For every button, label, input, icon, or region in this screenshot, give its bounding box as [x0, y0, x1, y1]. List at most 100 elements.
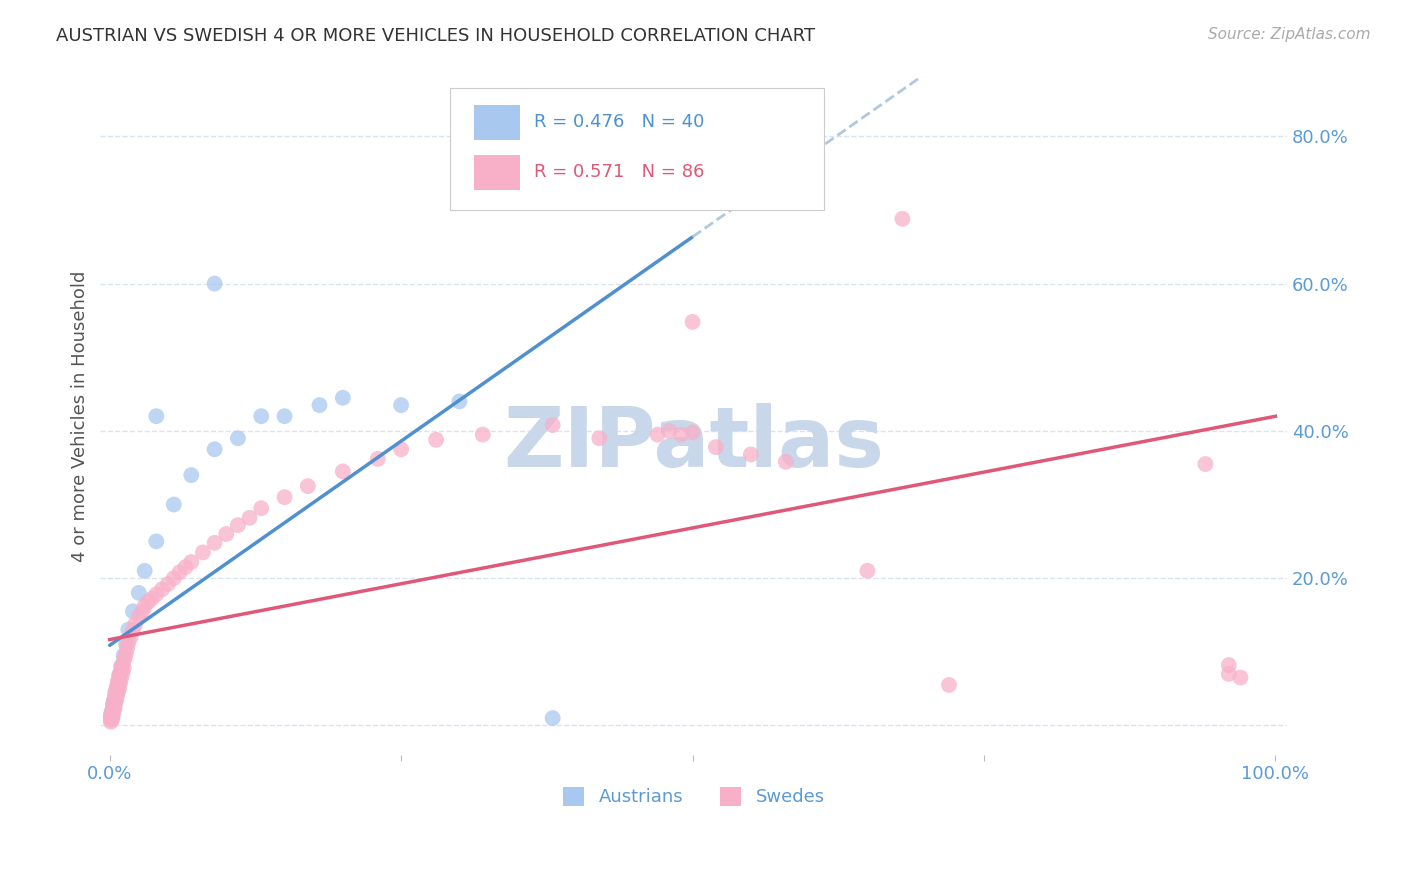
Point: [124, 616, 146, 631]
Point: [150, 582, 173, 597]
Point: [389, 442, 412, 457]
Point: [100, 714, 122, 729]
Point: [389, 398, 412, 412]
Point: [250, 501, 273, 516]
Point: [105, 680, 128, 694]
Point: [105, 683, 128, 698]
Text: Source: ZipAtlas.com: Source: ZipAtlas.com: [1208, 27, 1371, 42]
Point: [108, 668, 131, 682]
Point: [131, 604, 153, 618]
Point: [104, 694, 127, 708]
Point: [103, 697, 125, 711]
Point: [107, 685, 129, 699]
Point: [136, 595, 159, 609]
Point: [101, 705, 124, 719]
Point: [101, 705, 124, 719]
Point: [100, 709, 122, 723]
Point: [110, 671, 132, 685]
Point: [449, 394, 471, 409]
Point: [105, 690, 128, 705]
Point: [110, 659, 132, 673]
Point: [103, 692, 125, 706]
Point: [204, 442, 226, 457]
Point: [101, 700, 124, 714]
Point: [163, 571, 186, 585]
Point: [101, 704, 124, 718]
Point: [103, 700, 125, 714]
Point: [101, 711, 124, 725]
Point: [308, 398, 330, 412]
Point: [658, 424, 681, 438]
Point: [273, 409, 295, 424]
Point: [704, 440, 727, 454]
Point: [891, 211, 914, 226]
Point: [682, 315, 704, 329]
Point: [425, 433, 447, 447]
Point: [1229, 671, 1251, 685]
Point: [107, 678, 129, 692]
Y-axis label: 4 or more Vehicles in Household: 4 or more Vehicles in Household: [72, 270, 89, 562]
Point: [541, 417, 564, 432]
Point: [215, 527, 238, 541]
Point: [108, 673, 131, 687]
Point: [104, 688, 127, 702]
Point: [1218, 658, 1240, 673]
Point: [180, 468, 202, 483]
Point: [226, 518, 249, 533]
Point: [204, 536, 226, 550]
Point: [250, 409, 273, 424]
Text: AUSTRIAN VS SWEDISH 4 OR MORE VEHICLES IN HOUSEHOLD CORRELATION CHART: AUSTRIAN VS SWEDISH 4 OR MORE VEHICLES I…: [56, 27, 815, 45]
Point: [141, 591, 163, 606]
Point: [145, 587, 167, 601]
Point: [112, 648, 135, 663]
Point: [101, 709, 124, 723]
Point: [115, 646, 138, 660]
Text: ZIPatlas: ZIPatlas: [503, 403, 884, 483]
Point: [740, 447, 762, 461]
Point: [122, 623, 145, 637]
Point: [111, 658, 134, 673]
Point: [108, 666, 131, 681]
FancyBboxPatch shape: [474, 154, 520, 190]
Point: [101, 698, 124, 712]
Point: [107, 683, 129, 698]
Point: [1194, 457, 1216, 471]
Point: [332, 391, 354, 405]
Point: [191, 545, 214, 559]
Point: [156, 577, 179, 591]
Point: [204, 277, 226, 291]
Point: [856, 564, 879, 578]
Point: [110, 659, 132, 673]
Point: [111, 665, 134, 680]
Point: [169, 566, 191, 580]
Point: [105, 681, 128, 696]
Point: [105, 688, 128, 702]
Point: [541, 711, 564, 725]
Point: [110, 663, 132, 677]
Point: [115, 641, 138, 656]
Point: [108, 681, 131, 696]
Point: [114, 650, 136, 665]
Point: [180, 555, 202, 569]
Point: [104, 690, 127, 705]
Point: [145, 409, 167, 424]
Point: [117, 636, 139, 650]
Point: [588, 431, 610, 445]
Point: [100, 707, 122, 722]
Legend: Austrians, Swedes: Austrians, Swedes: [555, 780, 832, 814]
Point: [101, 697, 124, 711]
Point: [239, 510, 262, 524]
Point: [128, 586, 150, 600]
Point: [104, 695, 127, 709]
Point: [103, 692, 125, 706]
Point: [1218, 666, 1240, 681]
Point: [938, 678, 960, 692]
Point: [297, 479, 319, 493]
Point: [471, 427, 494, 442]
Point: [100, 711, 122, 725]
Point: [115, 637, 138, 651]
Point: [104, 685, 127, 699]
Text: R = 0.571   N = 86: R = 0.571 N = 86: [533, 163, 704, 181]
Point: [108, 666, 131, 681]
Point: [174, 560, 197, 574]
